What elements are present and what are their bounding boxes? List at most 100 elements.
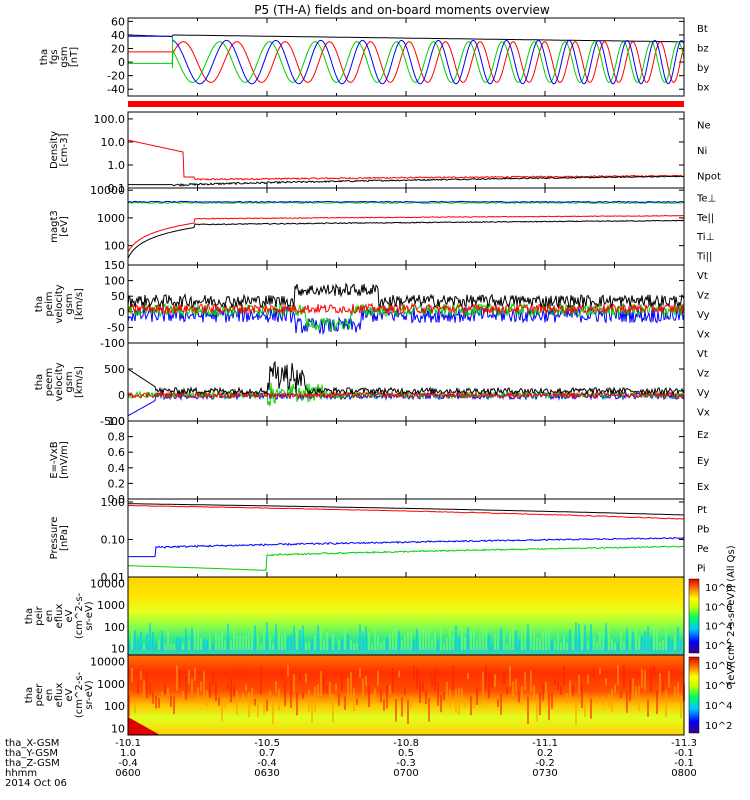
spectrogram-streak <box>365 626 367 650</box>
spectrogram-streak <box>620 630 622 650</box>
spectrogram-streak <box>410 696 412 709</box>
spectrogram-streak <box>569 629 571 650</box>
spectrogram-streak <box>209 681 211 698</box>
spectrogram-streak <box>593 667 595 678</box>
spectrogram-streak <box>350 639 352 650</box>
spectrogram-streak <box>254 698 256 706</box>
y-tick-label: 100.0 <box>94 113 126 126</box>
panel-frame <box>127 187 685 266</box>
spectrogram-streak <box>296 692 298 716</box>
ylabel-line: Density <box>49 131 60 169</box>
spectrogram-streak <box>599 630 601 650</box>
spectrogram-streak <box>581 629 583 650</box>
spectrogram-streak <box>620 691 622 699</box>
spectrogram-streak <box>524 627 526 650</box>
spectrogram-streak <box>671 669 673 676</box>
series-pi <box>128 536 684 558</box>
spectrogram-streak <box>173 696 175 715</box>
panel-5-series <box>128 360 684 417</box>
spectrogram-streak <box>407 699 409 724</box>
spectrogram-streak <box>398 631 400 650</box>
spectrogram-streak <box>521 628 523 650</box>
legend-Npot: Npot <box>697 171 721 182</box>
spectrogram-streak <box>614 642 616 650</box>
legend-Bt: Bt <box>697 24 708 35</box>
spectrogram-streak <box>305 673 307 683</box>
spectrogram-streak <box>305 642 307 650</box>
spectrogram-streak <box>371 643 373 650</box>
spectrogram-streak <box>515 679 517 693</box>
ylabel-line: eflux <box>54 683 65 708</box>
spectrogram-streak <box>542 683 544 701</box>
spectrogram-streak <box>527 624 529 650</box>
mode-bar <box>128 101 684 107</box>
spectrogram-streak <box>476 687 478 706</box>
spectrogram-streak <box>398 670 400 677</box>
spectrogram-streak <box>494 674 496 688</box>
spectrogram-streak <box>410 622 412 650</box>
spectrogram-streak <box>317 625 319 650</box>
footer-value: -0.1 <box>674 748 694 759</box>
spectrogram-streak <box>299 673 301 681</box>
spectrogram-streak <box>347 678 349 706</box>
spectrogram-streak <box>176 637 178 650</box>
colorbar-label: [eV/(cm^2-s-sr-eV)] (All Qs) <box>726 545 737 684</box>
spectrogram-streak <box>167 687 169 697</box>
spectrogram-streak <box>446 637 448 650</box>
spectrogram-streak <box>290 634 292 650</box>
spectrogram-streak <box>662 640 664 650</box>
spectrogram-streak <box>557 633 559 650</box>
spectrogram-streak <box>188 670 190 685</box>
spectrogram-streak <box>632 631 634 650</box>
spectrogram-streak <box>434 623 436 650</box>
spectrogram-streak <box>233 685 235 697</box>
spectrogram-streak <box>377 636 379 650</box>
series-ti-par <box>128 201 684 204</box>
footer-value: -0.4 <box>257 758 277 769</box>
ylabel-line: tha <box>39 49 50 65</box>
spectrogram-streak <box>470 696 472 716</box>
series-vz <box>128 302 684 316</box>
spectrogram-streak <box>371 693 373 704</box>
footer-value: -10.8 <box>393 738 419 749</box>
ylabel-line: [cm-3] <box>59 133 70 166</box>
colorbar-tick: 10^2 <box>705 721 732 732</box>
spectrogram-streak <box>131 622 133 650</box>
spectrogram-streak <box>482 624 484 650</box>
spectrogram-streak <box>461 626 463 650</box>
spectrogram-streak <box>404 687 406 695</box>
legend-bz: bz <box>697 43 709 54</box>
spectrogram-streak <box>680 639 682 650</box>
y-tick-label: 0 <box>118 306 125 319</box>
footer-label: tha_Y-GSM <box>5 748 58 759</box>
y-tick-label: -50 <box>107 321 125 334</box>
colorbar-tick: 10^2 <box>705 641 732 652</box>
spectrogram-streak <box>587 674 589 684</box>
spectrogram-streak <box>284 633 286 650</box>
spectrogram-streak <box>554 678 556 686</box>
spectrogram-streak <box>290 680 292 708</box>
ylabel-line: eflux <box>54 604 65 629</box>
spectrogram-streak <box>500 627 502 650</box>
spectrogram-streak <box>368 685 370 707</box>
spectrogram-streak <box>260 643 262 650</box>
spectrogram-streak <box>599 668 601 675</box>
footer-value: 0.2 <box>537 748 553 759</box>
spectrogram-streak <box>578 674 580 695</box>
spectrogram-streak <box>374 688 376 698</box>
spectrogram-streak <box>497 699 499 707</box>
ylabel-line: gsm <box>64 371 75 392</box>
spectrogram-streak <box>359 624 361 650</box>
footer-label: tha_X-GSM <box>5 738 59 749</box>
spectrogram-streak <box>143 680 145 697</box>
spectrogram-streak <box>236 635 238 650</box>
series-bx <box>128 35 684 85</box>
y-tick-label: 10 <box>111 722 125 735</box>
spectrogram-streak <box>512 626 514 650</box>
spectrogram-streak <box>200 637 202 650</box>
spectrogram-streak <box>518 691 520 703</box>
y-tick-label: 1.0 <box>108 415 126 428</box>
spectrogram-streak <box>557 680 559 690</box>
y-tick-label: -100 <box>100 337 125 350</box>
spectrogram-streak <box>629 680 631 702</box>
